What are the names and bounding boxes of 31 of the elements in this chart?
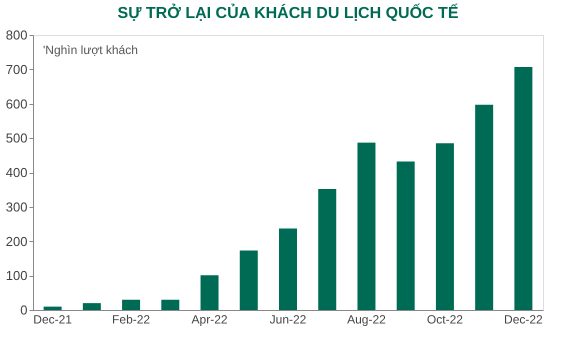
y-tick-label: 800 xyxy=(6,28,28,42)
y-tick-label: 100 xyxy=(6,268,28,284)
y-tick-label: 400 xyxy=(6,165,28,180)
y-tick-label: 600 xyxy=(6,96,28,112)
x-tick-label: Jun-22 xyxy=(270,312,307,326)
bar xyxy=(514,66,532,310)
bar xyxy=(475,104,494,310)
x-tick-label: Feb-22 xyxy=(112,312,150,326)
chart-title: SỰ TRỞ LẠI CỦA KHÁCH DU LỊCH QUỐC TẾ xyxy=(118,3,459,22)
bar xyxy=(200,275,219,310)
bar xyxy=(396,162,415,310)
bar xyxy=(279,228,297,310)
y-tick-label: 200 xyxy=(6,234,28,249)
y-tick-label: 700 xyxy=(6,62,28,77)
bar xyxy=(357,142,376,310)
x-tick-label: Aug-22 xyxy=(347,312,386,326)
bar xyxy=(318,189,336,310)
x-tick-label: Dec-21 xyxy=(33,312,72,326)
y-tick-label: 0 xyxy=(20,302,28,318)
x-tick-label: Dec-22 xyxy=(504,312,544,326)
annotation: 'Nghìn lượt khách xyxy=(43,43,138,57)
bar xyxy=(122,300,140,310)
bar xyxy=(240,250,258,310)
bar xyxy=(436,143,454,310)
x-tick-label: Oct-22 xyxy=(426,312,464,326)
bar xyxy=(44,306,62,310)
x-tick-label: Apr-22 xyxy=(192,312,228,326)
bar xyxy=(82,303,101,310)
bar xyxy=(161,300,180,310)
y-tick-label: 300 xyxy=(6,199,28,214)
y-tick-label: 500 xyxy=(6,130,28,146)
